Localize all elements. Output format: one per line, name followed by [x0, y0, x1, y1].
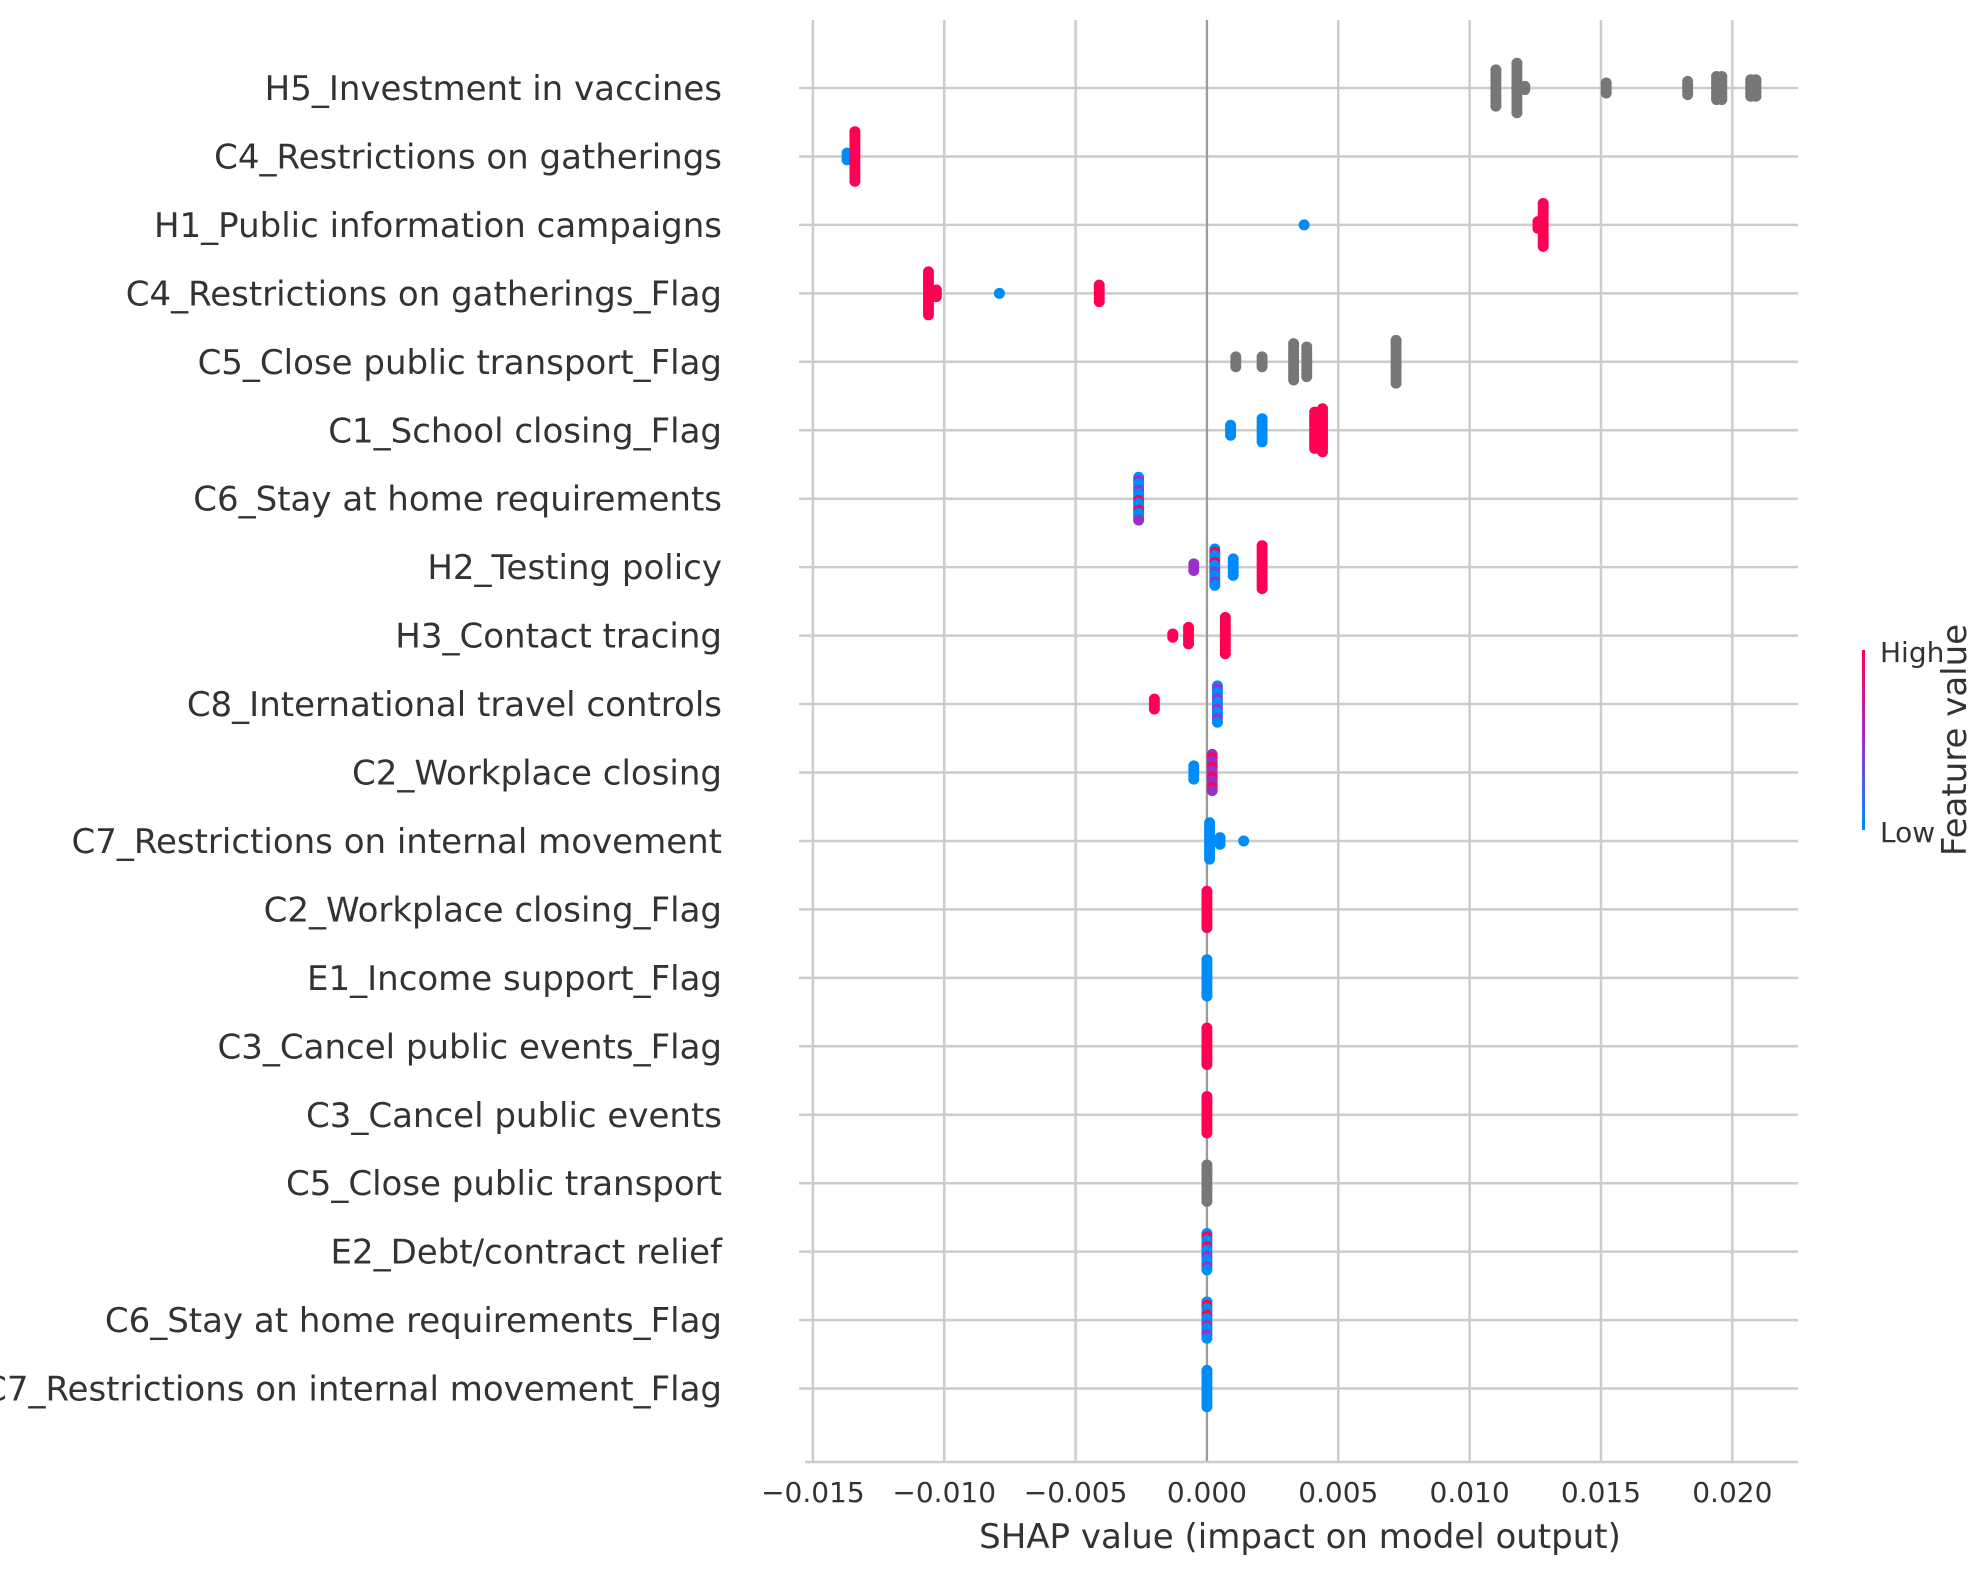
- shap-point: [1133, 514, 1145, 526]
- shap-point: [1201, 1058, 1213, 1070]
- x-tick-label: 0.000: [1167, 1476, 1247, 1509]
- feature-label: C5_Close public transport_Flag: [198, 343, 722, 383]
- shap-point: [1256, 583, 1268, 595]
- x-tick-label: 0.010: [1430, 1476, 1510, 1509]
- shap-points: [841, 57, 1762, 1413]
- x-axis-title: SHAP value (impact on model output): [979, 1517, 1621, 1557]
- feature-label: C8_International travel controls: [187, 685, 722, 725]
- shap-point: [1214, 838, 1226, 850]
- colorbar-high-label: High: [1880, 636, 1944, 669]
- shap-point: [1519, 84, 1531, 96]
- shap-point: [1188, 564, 1200, 576]
- colorbar: High Low Feature value: [1862, 624, 1975, 856]
- shap-point: [1188, 773, 1200, 785]
- shap-point: [993, 287, 1005, 299]
- shap-point: [1201, 1332, 1213, 1344]
- feature-label: C6_Stay at home requirements: [193, 480, 722, 520]
- shap-point: [1167, 631, 1179, 643]
- shap-point: [1201, 1401, 1213, 1413]
- feature-label: C2_Workplace closing: [352, 754, 722, 794]
- shap-point: [1201, 1195, 1213, 1207]
- shap-point: [1716, 94, 1728, 106]
- shap-point: [1093, 296, 1105, 308]
- shap-point: [1204, 853, 1216, 865]
- shap-point: [1600, 87, 1612, 99]
- shap-point: [1750, 90, 1762, 102]
- feature-label: C3_Cancel public events_Flag: [218, 1027, 722, 1067]
- feature-label: C5_Close public transport: [286, 1164, 722, 1204]
- feature-label: C2_Workplace closing_Flag: [264, 890, 722, 930]
- shap-point: [1511, 107, 1523, 119]
- feature-label: H3_Contact tracing: [395, 617, 722, 657]
- x-tick-label: −0.010: [892, 1476, 996, 1509]
- x-axis: −0.015 −0.010 −0.005 0.000 0.005 0.010 0.015 0.…: [761, 1460, 1798, 1509]
- shap-point: [1288, 374, 1300, 386]
- shap-point: [1301, 371, 1313, 383]
- shap-point: [1201, 990, 1213, 1002]
- shap-point: [1201, 1127, 1213, 1139]
- shap-point: [1298, 219, 1310, 231]
- feature-label: H2_Testing policy: [427, 548, 722, 588]
- shap-point: [1537, 240, 1549, 252]
- feature-label: C4_Restrictions on gatherings: [214, 137, 722, 177]
- feature-label: H5_Investment in vaccines: [265, 69, 722, 109]
- x-tick-label: 0.015: [1561, 1476, 1641, 1509]
- x-tick-label: −0.015: [761, 1476, 865, 1509]
- shap-point: [1209, 579, 1221, 591]
- shap-point: [1183, 638, 1195, 650]
- x-tick-label: −0.005: [1024, 1476, 1128, 1509]
- shap-point: [922, 309, 934, 321]
- x-tick-label: 0.005: [1298, 1476, 1378, 1509]
- shap-point: [849, 175, 861, 187]
- feature-label: E2_Debt/contract relief: [330, 1233, 723, 1273]
- feature-labels: H5_Investment in vaccines C4_Restrictions…: [0, 69, 723, 1410]
- feature-label: H1_Public information campaigns: [154, 206, 722, 246]
- colorbar-low-label: Low: [1880, 816, 1935, 849]
- feature-label: E1_Income support_Flag: [307, 959, 722, 999]
- shap-point: [1148, 703, 1160, 715]
- feature-label: C7_Restrictions on internal movement_Fla…: [0, 1370, 722, 1410]
- colorbar-title: Feature value: [1935, 624, 1975, 856]
- shap-point: [1390, 377, 1402, 389]
- feature-label: C3_Cancel public events: [306, 1096, 722, 1136]
- shap-point: [1256, 436, 1268, 448]
- colorbar-gradient: [1862, 650, 1865, 830]
- shap-point: [930, 291, 942, 303]
- x-tick-label: 0.020: [1692, 1476, 1772, 1509]
- shap-point: [1219, 648, 1231, 660]
- feature-label: C6_Stay at home requirements_Flag: [105, 1301, 722, 1341]
- grid-lines: [799, 20, 1798, 1462]
- shap-point: [1230, 361, 1242, 373]
- shap-point: [1225, 429, 1237, 441]
- shap-point: [1317, 446, 1329, 458]
- shap-point: [1201, 1264, 1213, 1276]
- feature-label: C7_Restrictions on internal movement: [72, 822, 723, 862]
- shap-point: [1206, 785, 1218, 797]
- shap-point: [1490, 100, 1502, 112]
- feature-label: C4_Restrictions on gatherings_Flag: [126, 274, 722, 314]
- shap-point: [1682, 89, 1694, 101]
- feature-label: C1_School closing_Flag: [328, 411, 722, 451]
- shap-point: [1211, 716, 1223, 728]
- shap-point: [1256, 361, 1268, 373]
- shap-point: [1227, 569, 1239, 581]
- shap-point: [1201, 922, 1213, 934]
- shap-point: [1238, 835, 1250, 847]
